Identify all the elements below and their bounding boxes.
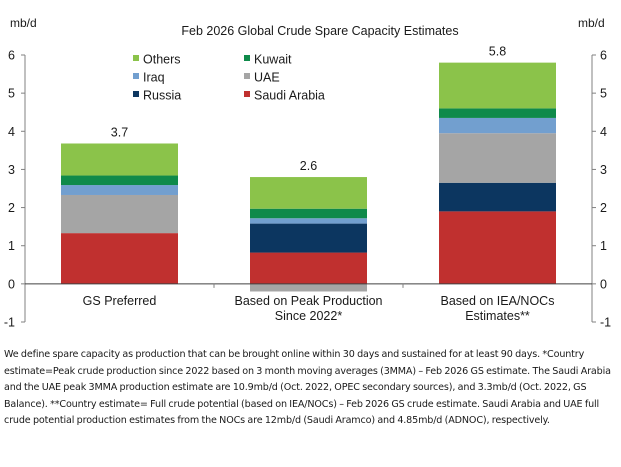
bars-group xyxy=(61,62,556,292)
legend-label: UAE xyxy=(254,71,280,85)
bar-segment-kuwait xyxy=(439,108,556,118)
bar-segment-iraq xyxy=(250,218,367,224)
x-axis-label: GS Preferred xyxy=(83,294,157,308)
bar-segment-uae xyxy=(61,194,178,234)
bar-segment-iraq xyxy=(61,185,178,195)
x-axis-label: Based on IEA/NOCs xyxy=(441,294,555,308)
legend-swatch xyxy=(244,91,250,97)
legend-item-saudi-arabia: Saudi Arabia xyxy=(244,89,325,103)
bar-segment-kuwait xyxy=(61,175,178,186)
left-y-tick-label: 1 xyxy=(8,239,15,253)
right-axis-unit-label: mb/d xyxy=(578,16,605,30)
bar-segment-kuwait xyxy=(250,208,367,219)
legend-swatch xyxy=(133,55,139,61)
right-y-tick-label: 1 xyxy=(600,239,607,253)
left-y-axis: -1 0 1 2 3 4 5 6 xyxy=(4,49,26,330)
right-y-tick-label: -1 xyxy=(600,316,611,330)
total-label: 2.6 xyxy=(300,159,317,173)
bar-segment-saudi-arabia xyxy=(250,252,367,284)
x-axis-label: Based on Peak Production xyxy=(234,294,382,308)
x-axis-ticks xyxy=(213,283,404,288)
right-y-tick-label: 4 xyxy=(600,125,607,139)
spare-capacity-chart: Feb 2026 Global Crude Spare Capacity Est… xyxy=(4,16,611,330)
left-y-tick-label: 3 xyxy=(8,163,15,177)
bar-segment-russia xyxy=(250,223,367,253)
total-labels: 3.7 2.6 5.8 xyxy=(111,45,506,173)
legend-swatch xyxy=(244,73,250,79)
x-axis-label: Since 2022* xyxy=(275,309,343,323)
x-axis-label: Estimates** xyxy=(465,309,530,323)
right-y-axis: -1 0 1 2 3 4 5 6 xyxy=(591,49,611,330)
legend-item-uae: UAE xyxy=(244,71,280,85)
legend-label: Others xyxy=(143,53,181,67)
bar-segment-saudi-arabia xyxy=(61,233,178,284)
right-y-tick-label: 0 xyxy=(600,277,607,291)
legend-swatch xyxy=(133,73,139,79)
left-y-tick-label: 4 xyxy=(8,125,15,139)
right-y-tick-label: 3 xyxy=(600,163,607,177)
left-y-tick-label: 5 xyxy=(8,87,15,101)
bar-segment-uae xyxy=(250,283,367,292)
bar-segment-russia xyxy=(439,182,556,212)
legend-label: Iraq xyxy=(143,71,165,85)
legend-item-others: Others xyxy=(133,53,181,67)
bar-segment-iraq xyxy=(439,117,556,134)
legend-swatch xyxy=(244,55,250,61)
bar-segment-others xyxy=(61,143,178,176)
legend-label: Russia xyxy=(143,89,181,103)
legend-item-russia: Russia xyxy=(133,89,181,103)
left-y-tick-label: 2 xyxy=(8,201,15,215)
x-axis-labels: GS Preferred Based on Peak ProductionSinc… xyxy=(83,294,555,323)
bar-segment-others xyxy=(250,177,367,209)
footnote-text: We define spare capacity as production t… xyxy=(4,349,611,427)
right-y-tick-label: 6 xyxy=(600,49,607,63)
legend-label: Saudi Arabia xyxy=(254,89,325,103)
left-y-tick-label: 0 xyxy=(8,277,15,291)
legend: Others Kuwait Iraq UAE Russia Saudi Arabia xyxy=(133,53,325,103)
left-axis-unit-label: mb/d xyxy=(10,16,37,30)
total-label: 5.8 xyxy=(489,45,506,59)
bar-segment-others xyxy=(439,62,556,109)
right-y-tick-label: 5 xyxy=(600,87,607,101)
legend-swatch xyxy=(133,91,139,97)
legend-item-kuwait: Kuwait xyxy=(244,53,292,67)
right-y-tick-label: 2 xyxy=(600,201,607,215)
bar-segment-saudi-arabia xyxy=(439,211,556,284)
left-y-tick-label: 6 xyxy=(8,49,15,63)
legend-label: Kuwait xyxy=(254,53,292,67)
legend-item-iraq: Iraq xyxy=(133,71,165,85)
total-label: 3.7 xyxy=(111,125,128,139)
left-y-tick-label: -1 xyxy=(4,316,15,330)
chart-title: Feb 2026 Global Crude Spare Capacity Est… xyxy=(181,24,458,38)
bar-segment-uae xyxy=(439,133,556,183)
